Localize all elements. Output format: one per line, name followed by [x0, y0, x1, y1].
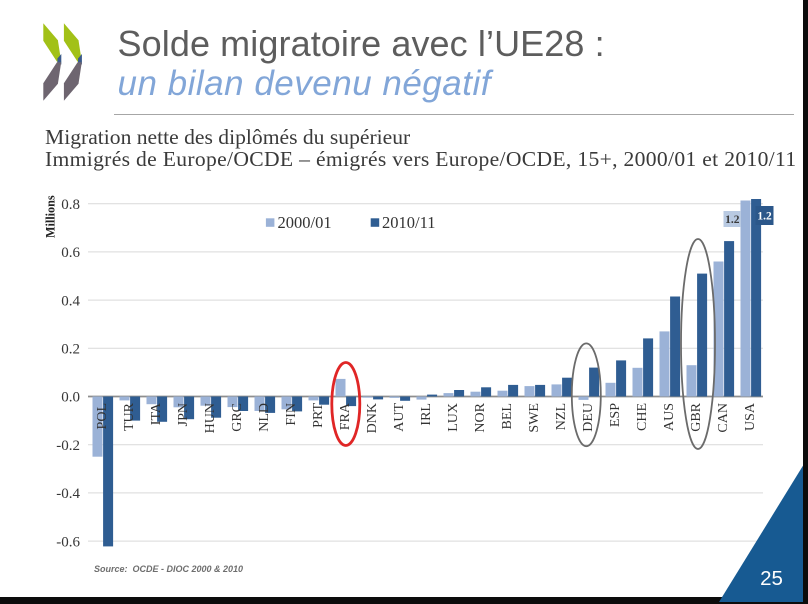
- svg-text:GRC: GRC: [230, 403, 245, 432]
- svg-text:1.2: 1.2: [757, 211, 772, 223]
- svg-text:USA: USA: [743, 402, 758, 431]
- svg-text:Millions: Millions: [44, 195, 58, 238]
- svg-text:-0.4: -0.4: [56, 486, 80, 502]
- svg-text:1.2: 1.2: [725, 214, 740, 226]
- svg-text:-0.6: -0.6: [56, 534, 80, 550]
- svg-text:NOR: NOR: [473, 402, 488, 432]
- svg-text:AUT: AUT: [392, 403, 407, 432]
- svg-text:-0.2: -0.2: [56, 438, 80, 454]
- svg-text:IRL: IRL: [419, 403, 434, 426]
- svg-text:PRT: PRT: [311, 403, 326, 428]
- svg-text:DEU: DEU: [581, 403, 596, 432]
- svg-text:HUN: HUN: [203, 403, 218, 433]
- svg-text:AUS: AUS: [662, 403, 677, 431]
- svg-text:2000/01: 2000/01: [278, 213, 332, 232]
- svg-text:0.4: 0.4: [61, 293, 80, 309]
- svg-text:ITA: ITA: [149, 402, 164, 425]
- svg-text:GBR: GBR: [689, 402, 704, 431]
- svg-text:DNK: DNK: [365, 403, 380, 433]
- svg-text:LUX: LUX: [446, 403, 461, 432]
- svg-text:BEL: BEL: [500, 403, 515, 429]
- svg-text:SWE: SWE: [527, 403, 542, 433]
- svg-text:NZL: NZL: [554, 403, 569, 430]
- svg-text:0.0: 0.0: [61, 390, 80, 406]
- svg-text:CAN: CAN: [716, 403, 731, 433]
- svg-text:0.6: 0.6: [61, 245, 80, 261]
- svg-text:2010/11: 2010/11: [382, 213, 435, 232]
- svg-text:0.2: 0.2: [61, 342, 80, 358]
- svg-text:NLD: NLD: [257, 403, 272, 432]
- svg-text:25: 25: [760, 567, 783, 590]
- svg-text:FIN: FIN: [284, 403, 299, 426]
- svg-text:JPN: JPN: [176, 403, 191, 426]
- svg-text:TUR: TUR: [122, 402, 137, 431]
- svg-text:0.8: 0.8: [61, 197, 80, 213]
- svg-text:ESP: ESP: [608, 403, 623, 427]
- svg-text:FRA: FRA: [338, 402, 353, 430]
- svg-text:POL: POL: [95, 403, 110, 429]
- svg-text:CHE: CHE: [635, 403, 650, 431]
